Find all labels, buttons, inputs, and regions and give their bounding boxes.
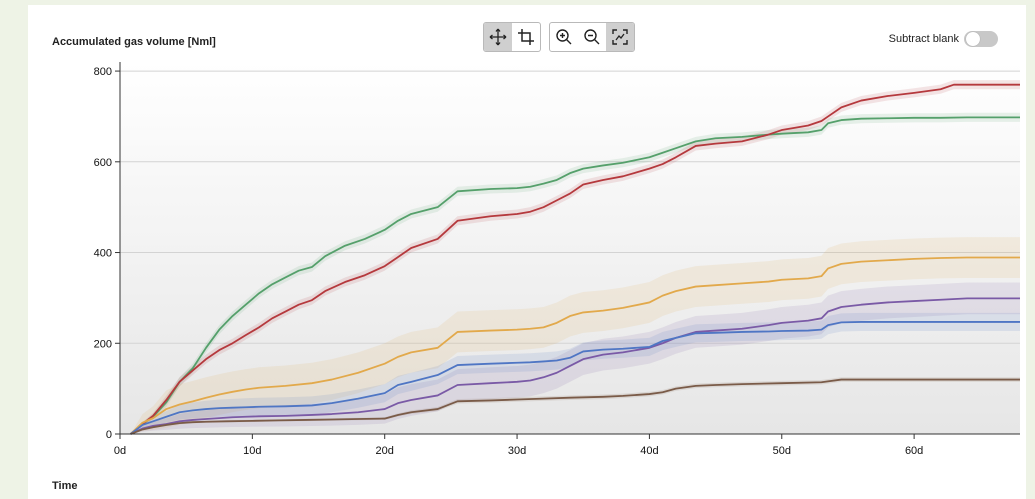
crop-icon [518, 29, 534, 45]
zoom-in-icon [556, 29, 572, 45]
x-tick-label: 0d [114, 445, 126, 457]
toolbar-group-zoom [549, 22, 635, 52]
x-tick-label: 40d [640, 445, 658, 457]
series-line-3 [129, 256, 1020, 435]
pan-icon [489, 28, 507, 46]
y-tick-label: 600 [94, 157, 112, 169]
x-tick-label: 20d [376, 445, 394, 457]
zoom-out-button[interactable] [578, 23, 606, 51]
series-line-5 [130, 321, 1020, 435]
subtract-blank-control: Subtract blank [889, 31, 998, 47]
x-tick-label: 30d [508, 445, 526, 457]
axes: 0 200 400 600 800 0d 10d 20d 30d 40d 50d 60d [94, 62, 1020, 457]
series-band-4 [130, 282, 1020, 434]
series-line-2 [130, 83, 1020, 435]
crop-button[interactable] [512, 23, 540, 51]
x-tick-label: 50d [773, 445, 791, 457]
autoscale-button[interactable] [606, 23, 634, 51]
zoom-in-button[interactable] [550, 23, 578, 51]
subtract-blank-toggle[interactable] [964, 31, 998, 47]
series-line-4 [130, 297, 1020, 435]
toggle-knob [966, 32, 980, 46]
y-tick-label: 400 [94, 248, 112, 260]
series-line-1 [130, 116, 1020, 435]
autoscale-icon [612, 29, 628, 45]
series-band-3 [130, 237, 1020, 434]
series-band-5 [130, 312, 1020, 434]
series-line-6 [130, 378, 1020, 435]
series-lines [129, 83, 1020, 435]
x-axis-title: Time [52, 480, 78, 492]
x-tick-label: 60d [905, 445, 923, 457]
y-tick-label: 800 [94, 66, 112, 78]
x-tick-label: 10d [243, 445, 261, 457]
toolbar-group-navigate [483, 22, 541, 52]
y-tick-label: 0 [106, 429, 112, 441]
y-axis-title: Accumulated gas volume [Nml] [52, 36, 216, 48]
plot-area [120, 62, 1020, 434]
pan-button[interactable] [484, 23, 512, 51]
chart-toolbar [483, 22, 635, 52]
zoom-out-icon [584, 29, 600, 45]
y-tick-label: 200 [94, 338, 112, 350]
subtract-blank-label: Subtract blank [888, 33, 959, 45]
